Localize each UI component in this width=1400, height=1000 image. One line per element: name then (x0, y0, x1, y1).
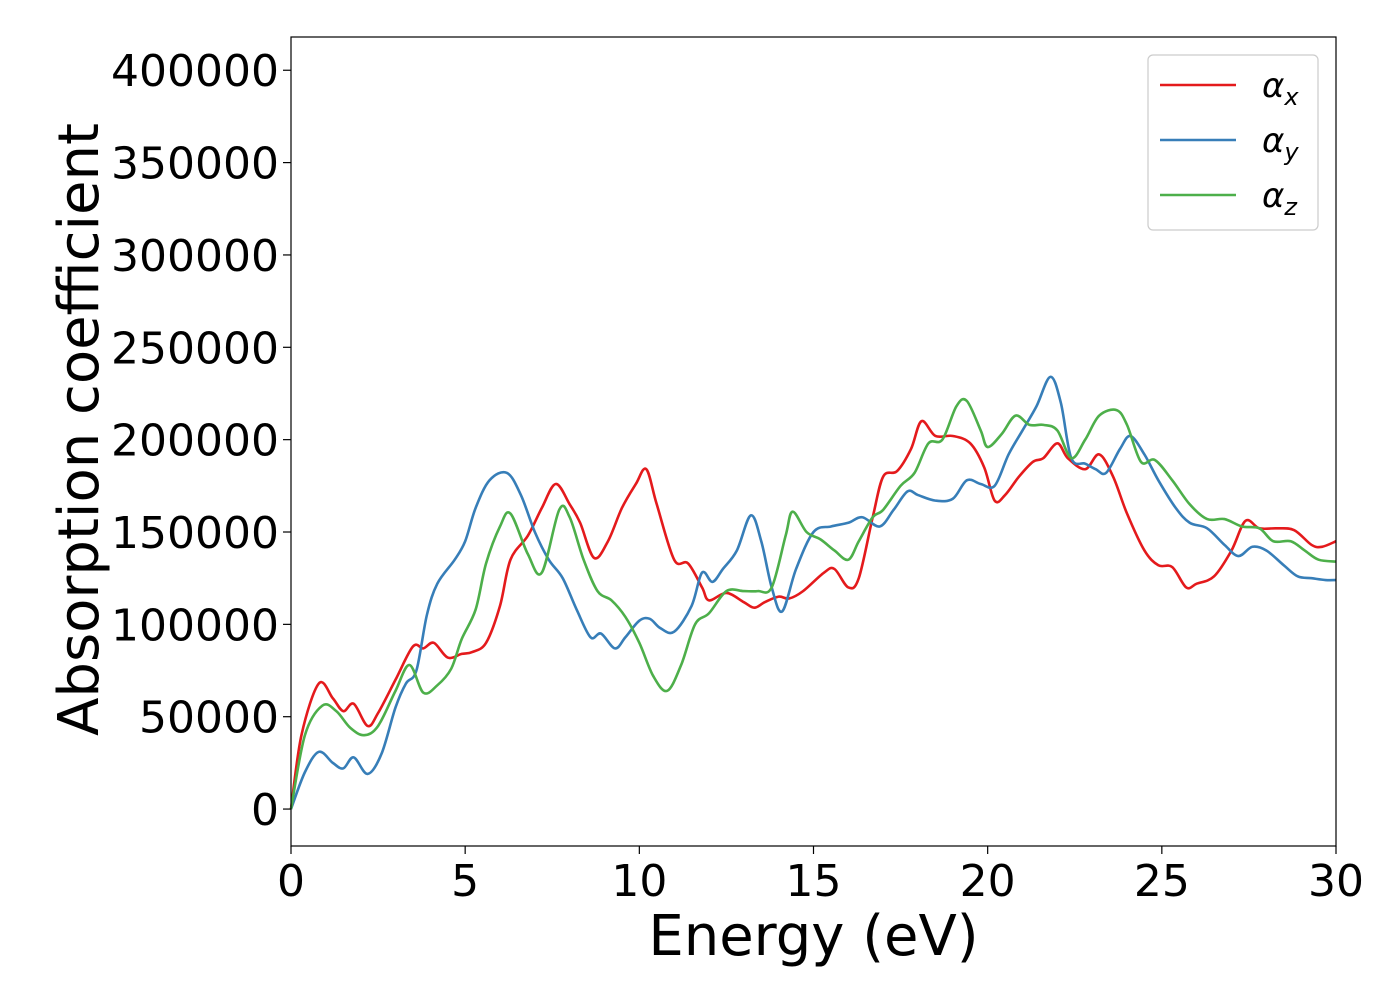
y-tick-label: 100000 (111, 600, 279, 651)
y-tick-label: 350000 (111, 139, 279, 190)
x-tick-label: 0 (277, 856, 305, 907)
y-tick-label: 250000 (111, 323, 279, 374)
y-axis-title: Absorption coefficient (47, 123, 112, 736)
series-line-alpha-y (289, 375, 1337, 810)
x-axis-ticks: 0 5 10 15 20 25 30 (277, 846, 1364, 907)
y-tick-label: 0 (251, 785, 279, 836)
y-tick-label: 150000 (111, 508, 279, 559)
legend-label-alpha-z: αz (1262, 176, 1298, 221)
legend-label-alpha-x: αx (1262, 66, 1299, 111)
series-line-alpha-x (289, 419, 1337, 810)
y-tick-label: 50000 (139, 693, 279, 744)
x-tick-label: 5 (451, 856, 479, 907)
y-axis-ticks: 0 50000 100000 150000 200000 250000 300000 3500… (111, 46, 291, 836)
x-tick-label: 25 (1134, 856, 1190, 907)
y-tick-label: 200000 (111, 416, 279, 467)
x-tick-label: 10 (611, 856, 667, 907)
series-line-alpha-z (289, 397, 1337, 810)
legend-box (1147, 54, 1319, 231)
x-axis-title: Energy (eV) (648, 904, 978, 969)
y-tick-label: 400000 (111, 46, 279, 97)
x-tick-label: 15 (786, 856, 842, 907)
x-tick-label: 20 (960, 856, 1016, 907)
series-layer (289, 375, 1337, 810)
legend-label-alpha-y: αy (1262, 121, 1299, 166)
x-tick-label: 30 (1308, 856, 1364, 907)
y-tick-label: 300000 (111, 231, 279, 282)
legend: αx αy αz (1147, 54, 1319, 231)
